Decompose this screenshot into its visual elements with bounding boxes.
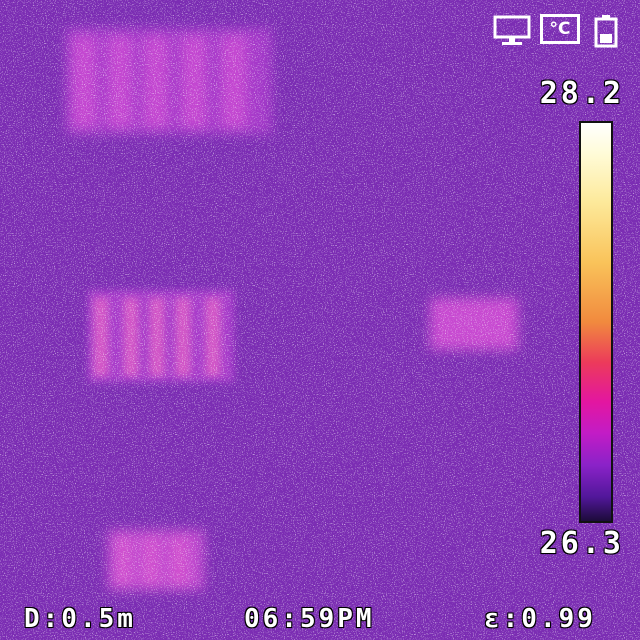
battery-icon: [594, 15, 618, 48]
status-icons: °C: [492, 14, 622, 50]
color-bar-gradient: [581, 123, 611, 521]
temperature-unit-label: °C: [549, 19, 571, 39]
monitor-icon: [493, 15, 531, 45]
max-temperature-label: 28.2: [539, 76, 624, 111]
temperature-color-bar: [579, 121, 613, 523]
distance-readout: D:0.5m: [24, 604, 136, 634]
emissivity-readout: ε:0.99: [484, 604, 596, 634]
celsius-unit-icon: °C: [540, 14, 580, 44]
clock-readout: 06:59PM: [244, 604, 375, 634]
min-temperature-label: 26.3: [539, 526, 624, 561]
